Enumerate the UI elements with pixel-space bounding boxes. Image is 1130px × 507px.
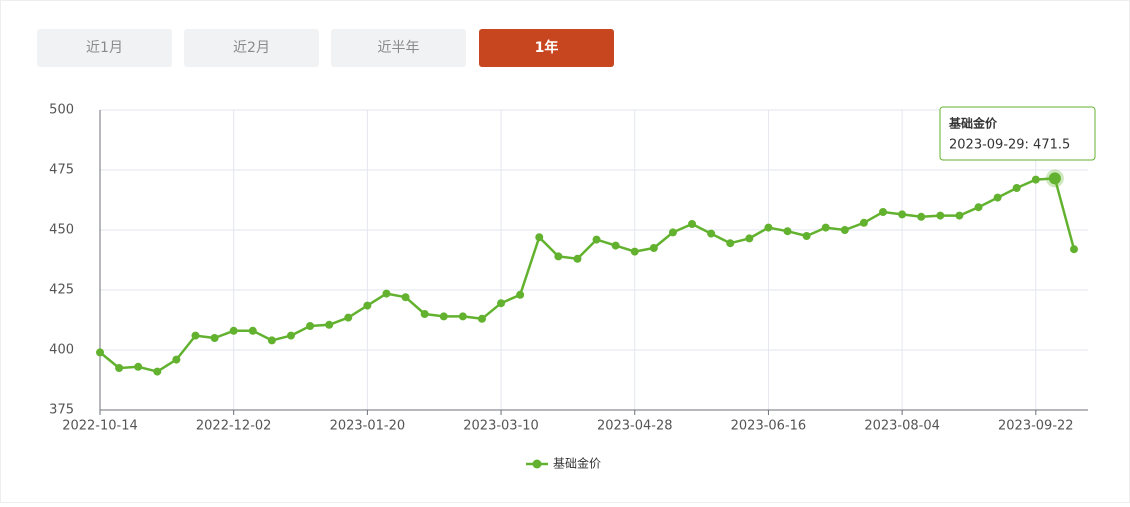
data-point	[210, 334, 219, 342]
data-point	[344, 313, 353, 322]
button-bg[interactable]	[184, 29, 319, 67]
data-point	[993, 193, 1002, 202]
x-tick-label: 2022-10-14	[62, 419, 138, 434]
data-point	[172, 355, 181, 364]
data-point	[783, 227, 792, 236]
data-point	[554, 252, 563, 261]
tooltip-box	[939, 106, 1096, 161]
data-point	[439, 312, 448, 321]
data-point	[936, 211, 945, 220]
data-point	[592, 235, 601, 244]
data-point	[573, 254, 582, 263]
data-point	[840, 226, 849, 234]
y-tick-label: 400	[49, 343, 74, 358]
data-point	[115, 364, 124, 372]
legend-label[interactable]: 基础金价	[553, 456, 601, 471]
data-point	[649, 244, 658, 252]
data-point	[458, 312, 467, 321]
data-point	[764, 223, 773, 232]
range-button[interactable]: 近2月	[184, 29, 319, 67]
button-label[interactable]: 近2月	[233, 40, 270, 56]
data-point	[229, 326, 238, 335]
data-point	[1031, 175, 1040, 184]
data-point	[382, 289, 391, 298]
tooltip-title: 基础金价	[948, 116, 998, 131]
range-button[interactable]: 近1月	[37, 29, 172, 67]
data-point	[477, 314, 486, 323]
button-label[interactable]: 近半年	[378, 40, 420, 56]
data-point	[821, 223, 830, 232]
data-point	[707, 229, 716, 238]
x-tick-label: 2023-06-16	[731, 419, 807, 434]
range-button[interactable]: 近半年	[331, 29, 466, 67]
button-label[interactable]: 近1月	[86, 40, 123, 56]
data-point	[688, 220, 697, 228]
data-point	[96, 348, 104, 357]
button-bg[interactable]	[331, 29, 466, 67]
data-point	[859, 218, 868, 227]
data-point	[153, 367, 162, 376]
data-point	[1012, 184, 1021, 192]
data-point	[267, 336, 276, 345]
button-label[interactable]: 1年	[535, 39, 559, 56]
data-point	[363, 301, 372, 310]
legend[interactable]: 基础金价	[526, 456, 601, 471]
data-point	[286, 331, 295, 340]
data-point	[898, 210, 907, 219]
button-bg[interactable]	[37, 29, 172, 67]
legend-marker[interactable]	[532, 459, 542, 469]
data-point	[401, 293, 410, 302]
data-point	[325, 320, 334, 329]
data-point	[955, 211, 964, 220]
y-tick-label: 425	[49, 283, 74, 298]
data-point	[516, 290, 525, 299]
data-point	[802, 232, 811, 240]
tooltip-label: 2023-09-29: 471.5	[949, 138, 1070, 153]
data-point	[726, 239, 735, 248]
x-tick-label: 2023-09-22	[998, 419, 1074, 434]
data-point	[248, 326, 257, 335]
data-point	[611, 241, 620, 250]
data-point	[306, 322, 315, 330]
range-button[interactable]: 1年	[479, 29, 614, 67]
highlight-point	[1048, 172, 1061, 185]
tooltip: 基础金价 2023-09-29: 471.5	[939, 106, 1096, 161]
y-tick-label: 375	[49, 403, 74, 418]
x-tick-label: 2023-04-28	[597, 419, 673, 434]
x-tick-label: 2023-03-10	[463, 419, 539, 434]
data-point	[420, 310, 429, 318]
data-point	[1070, 245, 1078, 254]
button-bg[interactable]	[479, 29, 614, 67]
y-tick-label: 500	[49, 103, 74, 118]
series-line	[99, 177, 1076, 373]
x-tick-label: 2023-01-20	[330, 419, 406, 434]
y-tick-label: 475	[49, 163, 74, 178]
data-point	[497, 299, 506, 308]
data-point	[879, 208, 888, 216]
data-point	[191, 331, 200, 340]
x-tick-label: 2022-12-02	[196, 419, 272, 434]
x-tick-label: 2023-08-04	[864, 419, 940, 434]
data-point	[535, 233, 544, 242]
data-point	[745, 234, 754, 243]
y-tick-label: 450	[49, 223, 74, 238]
data-point	[134, 362, 143, 371]
data-point	[974, 203, 983, 212]
data-point	[917, 212, 926, 221]
data-point	[668, 228, 677, 237]
data-point	[630, 247, 639, 256]
